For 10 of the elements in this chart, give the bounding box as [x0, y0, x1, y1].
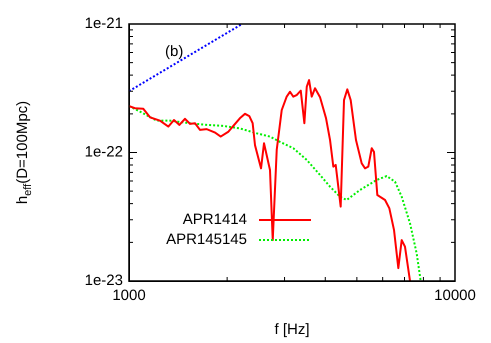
x-tick-label: 1000 [112, 287, 146, 304]
y-tick-label: 1e-22 [84, 144, 123, 161]
y-axis-title: heff(D=100Mpc) [14, 100, 34, 204]
y-tick-label: 1e-23 [84, 272, 123, 290]
y-tick-label: 1e-21 [84, 15, 123, 32]
x-tick-label: 10000 [434, 287, 476, 304]
legend-label: APR145145 [166, 231, 247, 248]
legend-label: APR1414 [182, 211, 247, 228]
x-axis-title: f [Hz] [274, 321, 310, 338]
annotation: (b) [165, 43, 184, 60]
